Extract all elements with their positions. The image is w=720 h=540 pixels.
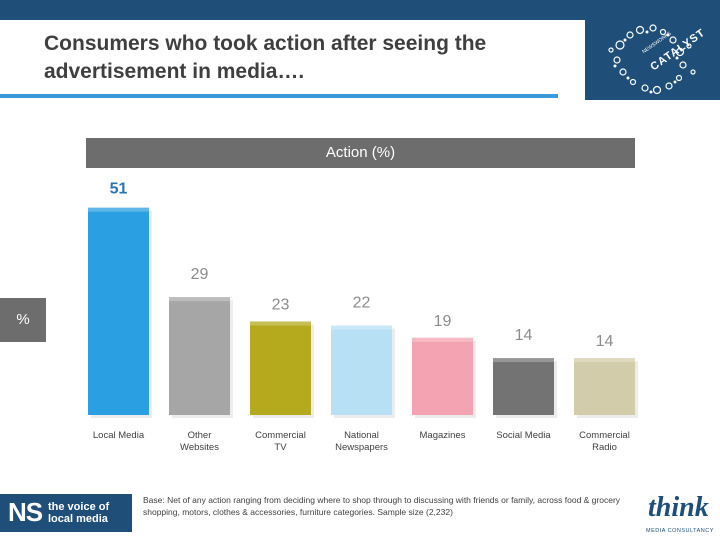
title-panel: [0, 20, 585, 100]
bar: [169, 297, 230, 415]
bar: [250, 321, 311, 415]
category-label: Websites: [180, 442, 219, 453]
chart-header-label: Action (%): [325, 144, 396, 161]
data-label: 22: [353, 295, 371, 312]
bar-highlight: [169, 297, 230, 302]
bar: [88, 207, 149, 415]
category-label: National: [344, 430, 379, 441]
ns-logo-line-1: the voice of: [48, 501, 110, 513]
page-title: Consumers who took action after seeing t…: [44, 32, 487, 83]
category-label: Local Media: [93, 430, 145, 441]
category-label: Commercial: [255, 430, 306, 441]
category-label: Other: [188, 430, 212, 441]
category-label: Radio: [592, 442, 617, 453]
think-logo-word: think: [648, 492, 709, 523]
ns-logo-line-2: local media: [48, 513, 108, 525]
bar-highlight: [493, 358, 554, 363]
data-label: 23: [272, 296, 290, 313]
footnote: Base: Net of any action ranging from dec…: [143, 495, 621, 517]
data-label: 14: [515, 327, 533, 344]
data-label: 14: [596, 333, 614, 350]
think-logo-sub: MEDIA CONSULTANCY: [646, 528, 714, 534]
think-logo: think MEDIA CONSULTANCY: [642, 492, 720, 540]
category-label: Social Media: [496, 430, 551, 441]
bar: [493, 358, 554, 415]
bar: [412, 337, 473, 415]
data-label: 19: [434, 313, 452, 330]
title-underline: [0, 94, 558, 98]
bar-highlight: [88, 207, 149, 212]
ns-logo: NS the voice of local media: [0, 494, 132, 532]
ns-logo-mark: NS: [8, 497, 43, 527]
y-axis-label: %: [16, 311, 30, 328]
category-label: TV: [274, 442, 287, 453]
chart-header: Action (%): [86, 138, 635, 168]
bar-highlight: [412, 337, 473, 342]
catalyst-logo: [585, 20, 720, 100]
category-label: Magazines: [420, 430, 466, 441]
ns-logo-text: the voice of local media: [48, 501, 109, 525]
category-label: Commercial: [579, 430, 630, 441]
y-axis-label-box: %: [0, 298, 46, 342]
catalyst-dots-icon: [608, 24, 696, 95]
bar-highlight: [250, 321, 311, 326]
category-label: Newspapers: [335, 442, 388, 453]
bar-highlight: [574, 358, 635, 363]
data-label: 51: [110, 181, 128, 198]
bar: [331, 325, 392, 415]
bar-highlight: [331, 325, 392, 330]
bar: [574, 358, 635, 415]
data-label: 29: [191, 266, 209, 283]
top-band: [0, 0, 720, 20]
